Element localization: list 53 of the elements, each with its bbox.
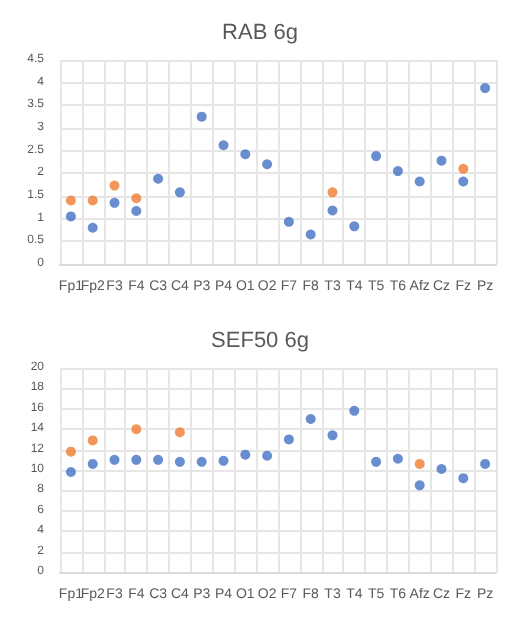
point <box>371 151 382 162</box>
point <box>174 456 185 467</box>
point <box>218 140 229 151</box>
point <box>153 454 164 465</box>
point <box>436 463 447 474</box>
point <box>87 435 98 446</box>
point <box>153 173 164 184</box>
point <box>327 205 338 216</box>
point <box>240 449 251 460</box>
point <box>196 456 207 467</box>
point <box>65 195 76 206</box>
chart-title: RAB 6g <box>222 21 298 45</box>
point <box>414 480 425 491</box>
point <box>109 180 120 191</box>
point <box>436 155 447 166</box>
point <box>458 163 469 174</box>
point <box>458 176 469 187</box>
point <box>174 427 185 438</box>
point <box>240 149 251 160</box>
point <box>480 458 491 469</box>
point <box>414 458 425 469</box>
point <box>283 434 294 445</box>
point <box>327 430 338 441</box>
point <box>392 453 403 464</box>
point <box>349 221 360 232</box>
point <box>131 454 142 465</box>
point <box>65 211 76 222</box>
point <box>218 455 229 466</box>
point <box>371 456 382 467</box>
point <box>109 454 120 465</box>
point <box>305 229 316 240</box>
point <box>480 83 491 94</box>
point <box>262 450 273 461</box>
point <box>392 166 403 177</box>
point <box>458 473 469 484</box>
point <box>65 446 76 457</box>
point <box>87 195 98 206</box>
point <box>131 424 142 435</box>
point <box>131 205 142 216</box>
point <box>349 405 360 416</box>
chart-title: SEF50 6g <box>211 329 309 353</box>
point <box>305 414 316 424</box>
point <box>131 193 142 204</box>
point <box>87 222 98 233</box>
point <box>109 197 120 208</box>
point <box>327 187 338 198</box>
point <box>87 458 98 469</box>
point <box>65 467 76 478</box>
point <box>174 187 185 198</box>
point <box>262 159 273 170</box>
point <box>283 216 294 227</box>
point <box>196 111 207 122</box>
point <box>414 176 425 187</box>
